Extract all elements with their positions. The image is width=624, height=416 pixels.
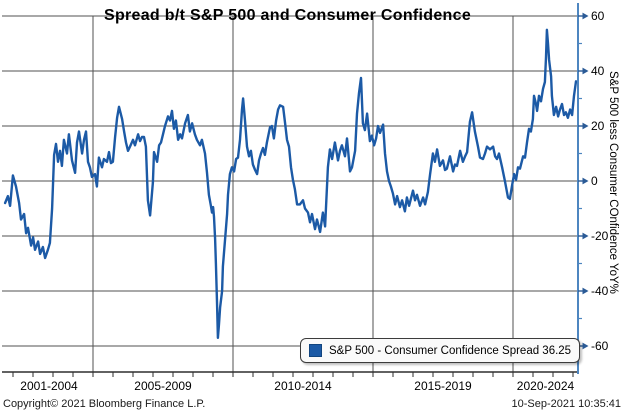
y-axis-tick-arrow-icon — [582, 67, 589, 75]
y-axis-tick-arrow-icon — [582, 232, 589, 240]
x-axis-tick-label: 2005-2009 — [134, 379, 192, 393]
x-axis-tick-label: 2001-2004 — [20, 379, 78, 393]
y-axis-tick-label: 0 — [591, 174, 598, 188]
y-axis-tick-arrow-icon — [582, 12, 589, 20]
copyright-text: Copyright© 2021 Bloomberg Finance L.P. — [3, 398, 206, 410]
x-axis-tick-label: 2010-2014 — [274, 379, 332, 393]
legend-label: S&P 500 - Consumer Confidence Spread 36.… — [329, 344, 572, 357]
y-axis-tick-label: -20 — [591, 229, 609, 243]
y-axis-tick-label: -40 — [591, 284, 609, 298]
spread-series-line — [3, 28, 578, 339]
x-axis-tick-label: 2020-2024 — [516, 379, 575, 393]
chart-title: Spread b/t S&P 500 and Consumer Confiden… — [103, 7, 472, 24]
y-axis-tick-label: 60 — [591, 9, 605, 23]
y-axis-tick-arrow-icon — [582, 122, 589, 130]
legend-swatch-icon — [309, 344, 322, 357]
y-axis-tick-arrow-icon — [582, 177, 589, 185]
y-axis-tick-label: -60 — [591, 339, 609, 353]
y-axis-tick-arrow-icon — [582, 342, 589, 350]
x-axis-tick-label: 2015-2019 — [414, 379, 472, 393]
y-axis-tick-arrow-icon — [582, 287, 589, 295]
y-axis-tick-label: 40 — [591, 64, 605, 78]
timestamp-text: 10-Sep-2021 10:35:41 — [511, 398, 621, 410]
y-axis-title: S&P 500 less Consumer COnfidence YoY% — [607, 70, 619, 294]
legend: S&P 500 - Consumer Confidence Spread 36.… — [300, 338, 580, 363]
y-axis-tick-label: 20 — [591, 119, 605, 133]
